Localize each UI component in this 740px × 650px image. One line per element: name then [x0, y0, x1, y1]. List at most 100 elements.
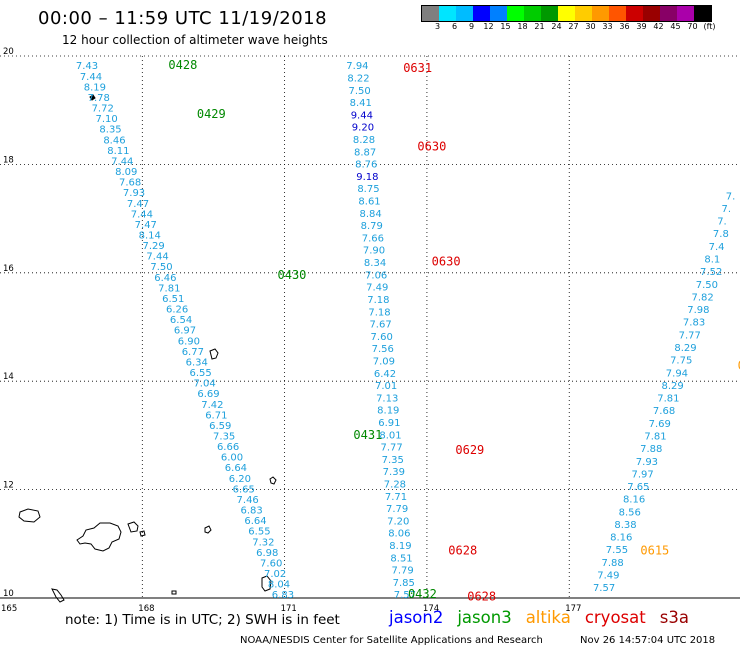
wave-height-value: 6.64 [225, 463, 247, 474]
color-scale-label: 6 [451, 22, 458, 31]
wave-height-value: 8.34 [364, 258, 386, 269]
color-scale-label: 30 [585, 22, 596, 31]
wave-height-value: 8.16 [623, 495, 645, 506]
satellite-legend-item: s3a [659, 608, 689, 627]
wave-height-value: 8.75 [357, 184, 379, 195]
pass-time-label: 0428 [168, 58, 197, 72]
wave-height-value: 7.32 [252, 537, 274, 548]
altimeter-tracks: 7.437.448.197.787.727.108.358.468.117.44… [76, 61, 735, 601]
wave-height-value: 7.47 [135, 220, 157, 231]
wave-height-value: 6.97 [174, 326, 196, 337]
wave-height-value: 7.8 [713, 229, 729, 240]
wave-height-value: 7.71 [385, 492, 407, 503]
pass-time-labels: 0428 0429 0430 0431 0432 0631 0630 0630 0629 0628… [168, 58, 740, 603]
color-swatch [507, 6, 524, 21]
wave-height-value: 8.1 [704, 254, 720, 265]
wave-height-value: 7.04 [193, 379, 215, 390]
pass-time-label: 0628 [467, 589, 496, 603]
axis-tick-labels: 165 168 171 174 177 20 18 16 14 12 10 [1, 47, 581, 614]
wave-height-value: 7.47 [127, 199, 149, 210]
wave-height-value: 8.51 [390, 553, 412, 564]
wave-height-value: 8.46 [103, 135, 125, 146]
wave-height-value: 6.20 [229, 474, 251, 485]
color-scale-labels: 3 6 9 12 15 18 21 24 27 30 33 36 39 42 45 70 (ft) [421, 22, 718, 31]
color-swatch [541, 6, 558, 21]
wave-height-value: 6.59 [209, 421, 231, 432]
pass-time-label: 0629 [455, 443, 484, 457]
island-coastlines [18, 94, 277, 603]
credit-line: NOAA/NESDIS Center for Satellite Applica… [240, 635, 543, 646]
wave-height-value: 6.77 [182, 347, 204, 358]
wave-height-value: 7.50 [150, 262, 172, 273]
wave-height-value: 7.50 [348, 86, 370, 97]
wave-height-value: 7.06 [365, 270, 387, 281]
satellite-legend: jason2 jason3 altika cryosat s3a [389, 608, 703, 627]
wave-height-value: 8.79 [361, 221, 383, 232]
island [89, 94, 96, 101]
wave-height-value: 6.83 [272, 590, 294, 601]
pass-time-label: 0432 [408, 587, 437, 601]
color-scale-label: 42 [653, 22, 664, 31]
wave-height-value: 7.69 [649, 419, 671, 430]
pass-time-label: 0 [738, 358, 740, 372]
island [171, 590, 177, 595]
generated-timestamp: Nov 26 14:57:04 UTC 2018 [580, 635, 716, 646]
wave-height-value: 7.88 [640, 444, 662, 455]
wave-height-value: 7.18 [368, 307, 390, 318]
wave-height-value: 7.65 [627, 482, 649, 493]
wave-height-value: 8.09 [115, 167, 137, 178]
wave-height-value: 7.4 [709, 242, 725, 253]
wave-height-value: 6.98 [256, 548, 278, 559]
island [209, 348, 219, 360]
wave-height-value: 7.77 [380, 443, 402, 454]
footer-note: note: 1) Time is in UTC; 2) SWH is in fe… [65, 612, 340, 628]
pass-time-label: 0630 [432, 254, 461, 268]
pass-time-label: 0431 [353, 428, 382, 442]
wave-height-value: 8.22 [347, 74, 369, 85]
color-swatch [558, 6, 575, 21]
wave-height-value: 6.26 [166, 305, 188, 316]
wave-height-value: 8.19 [389, 541, 411, 552]
wave-height-value: 8.19 [377, 406, 399, 417]
wave-height-value: 7.29 [143, 241, 165, 252]
wave-height-value: 7.90 [363, 246, 385, 257]
color-scale-label: 45 [670, 22, 681, 31]
wave-height-value: 7.81 [657, 394, 679, 405]
wave-height-value: 7.01 [375, 381, 397, 392]
island [204, 525, 212, 534]
wave-height-value: 7.44 [146, 252, 168, 263]
island [139, 530, 146, 537]
wave-height-value: 7.79 [386, 504, 408, 515]
wave-height-value: 7.52 [700, 267, 722, 278]
color-swatch [643, 6, 660, 21]
wave-height-value: 6.55 [190, 368, 212, 379]
wave-height-value: 8.29 [662, 381, 684, 392]
wave-height-value: 6.54 [170, 315, 192, 326]
wave-height-value: 8.11 [107, 146, 129, 157]
color-scale-label: (ft) [703, 22, 716, 31]
wave-height-value: 7.97 [632, 469, 654, 480]
color-scale-label: 3 [434, 22, 441, 31]
color-swatch [490, 6, 507, 21]
x-tick-label: 171 [281, 604, 297, 614]
wave-height-value: 7.57 [394, 590, 416, 601]
wave-height-value: 6.91 [378, 418, 400, 429]
wave-height-value: 7. [717, 217, 727, 228]
island [269, 476, 277, 485]
x-tick-label: 174 [423, 604, 439, 614]
island [18, 508, 41, 523]
wave-height-value: 7.66 [362, 233, 384, 244]
wave-height-value: 7.67 [369, 320, 391, 331]
page-title: 00:00 – 11:59 UTC 11/19/2018 [38, 8, 328, 29]
pass-time-label: 0615 [640, 543, 669, 557]
wave-height-value: 6.34 [186, 357, 208, 368]
y-tick-label: 12 [3, 481, 14, 491]
color-scale-label: 39 [636, 22, 647, 31]
wave-height-value: 7.39 [383, 467, 405, 478]
wave-height-value: 7.56 [372, 344, 394, 355]
wave-height-value: 8.41 [350, 98, 372, 109]
wave-height-value: 6.55 [248, 527, 270, 538]
wave-height-value: 7. [726, 191, 736, 202]
wave-height-value: 7.35 [213, 432, 235, 443]
